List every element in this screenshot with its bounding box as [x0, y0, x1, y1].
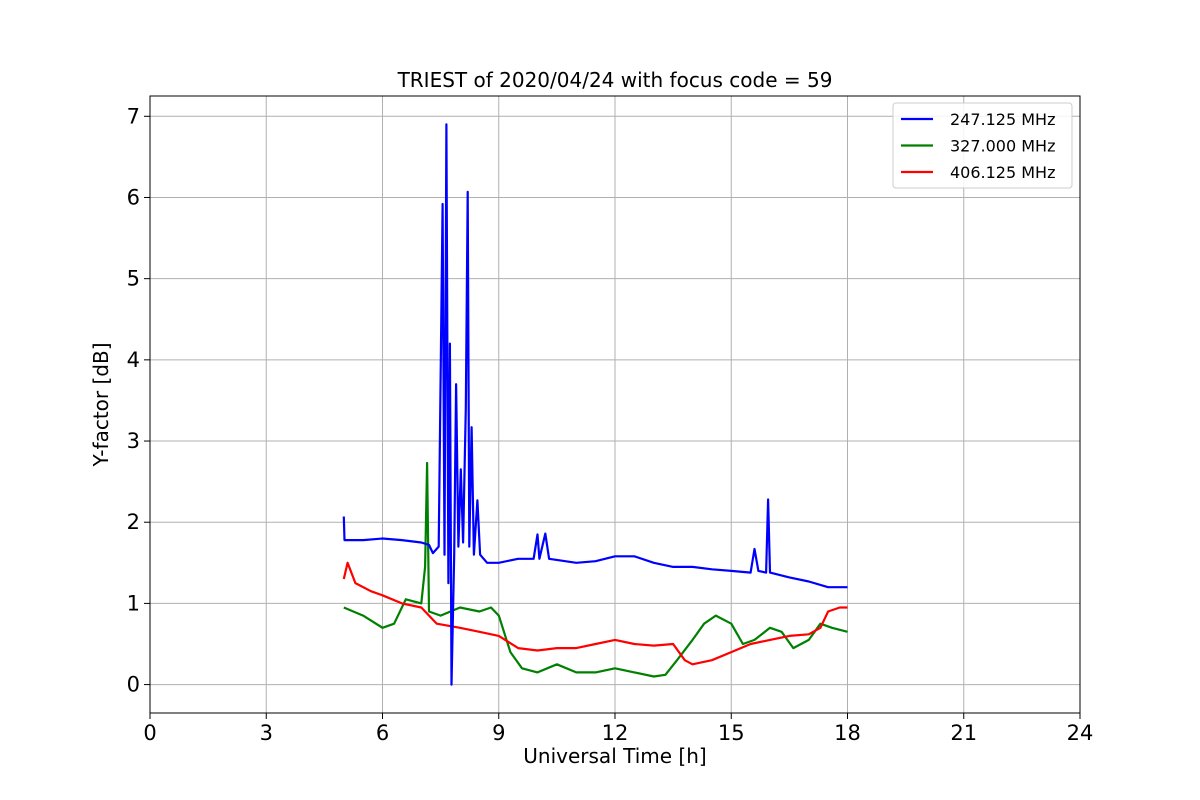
y-axis-title: Y-factor [dB] — [89, 342, 113, 467]
y-tick-label: 4 — [127, 348, 140, 372]
y-tick-label: 6 — [127, 185, 140, 209]
y-tick-label: 1 — [127, 591, 140, 615]
x-tick-label: 21 — [950, 721, 977, 745]
x-tick-label: 0 — [143, 721, 156, 745]
x-tick-label: 12 — [602, 721, 629, 745]
x-tick-label: 3 — [260, 721, 273, 745]
series-line-2 — [343, 461, 848, 678]
x-tick-label: 18 — [834, 721, 861, 745]
legend-box — [892, 102, 1073, 189]
y-tick-label: 5 — [127, 267, 140, 291]
series-group — [342, 123, 848, 686]
legend-label: 406.125 MHz — [950, 163, 1055, 182]
y-tick-label: 2 — [127, 510, 140, 534]
x-tick-label: 9 — [492, 721, 505, 745]
x-tick-label: 24 — [1067, 721, 1094, 745]
legend-label: 247.125 MHz — [950, 110, 1055, 129]
chart-title: TRIEST of 2020/04/24 with focus code = 5… — [397, 68, 833, 92]
y-tick-label: 0 — [127, 673, 140, 697]
series-line-1 — [342, 123, 848, 686]
series-line-3 — [342, 561, 848, 666]
y-tick-label: 7 — [127, 104, 140, 128]
y-tick-label: 3 — [127, 429, 140, 453]
legend-label: 327.000 MHz — [950, 137, 1055, 156]
x-tick-label: 6 — [376, 721, 389, 745]
x-tick-label: 15 — [718, 721, 745, 745]
legend: 247.125 MHz 327.000 MHz 406.125 MHz — [892, 102, 1073, 189]
x-axis-title: Universal Time [h] — [523, 744, 706, 768]
